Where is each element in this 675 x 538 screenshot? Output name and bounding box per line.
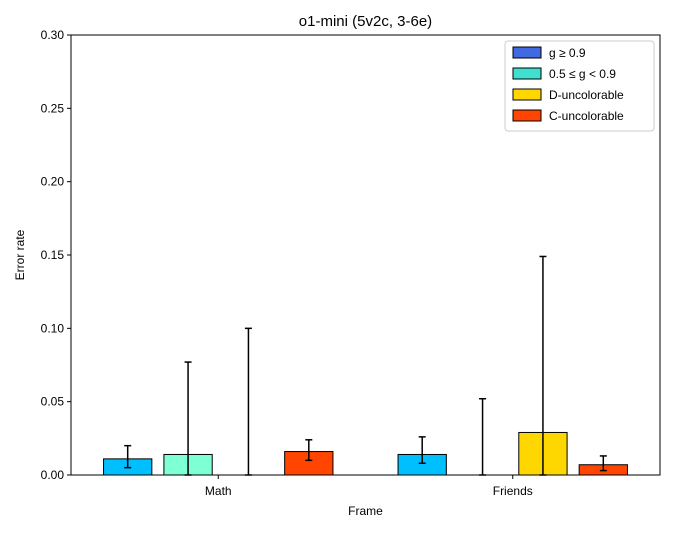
legend-swatch <box>512 46 542 59</box>
bars-layer <box>103 431 628 476</box>
x-tick-label: Math <box>205 484 232 498</box>
y-axis: 0.00 0.05 0.10 0.15 0.20 0.25 0.30 <box>41 28 71 482</box>
legend-swatch <box>512 88 542 101</box>
x-axis: Math Friends <box>205 475 533 498</box>
y-tick-label: 0.00 <box>41 468 65 482</box>
x-tick-label: Friends <box>493 484 533 498</box>
y-tick-label: 0.30 <box>41 28 65 42</box>
y-axis-label: Error rate <box>13 229 27 280</box>
chart-title: o1-mini (5v2c, 3-6e) <box>299 13 432 30</box>
y-tick-label: 0.25 <box>41 101 65 115</box>
legend-swatch <box>512 67 542 80</box>
y-tick-label: 0.10 <box>41 321 65 335</box>
y-tick-label: 0.05 <box>41 395 65 409</box>
legend-label: 0.5 ≤ g < 0.9 <box>549 67 616 81</box>
legend-label: C-uncolorable <box>549 109 624 123</box>
y-tick-label: 0.15 <box>41 248 65 262</box>
legend-label: D-uncolorable <box>549 88 624 102</box>
legend: g ≥ 0.9 0.5 ≤ g < 0.9 D-uncolorable C-uncol… <box>504 40 655 132</box>
legend-box <box>504 40 655 132</box>
x-axis-label: Frame <box>348 504 383 518</box>
y-tick-label: 0.20 <box>41 175 65 189</box>
legend-label: g ≥ 0.9 <box>549 46 586 60</box>
legend-swatch <box>512 109 542 122</box>
